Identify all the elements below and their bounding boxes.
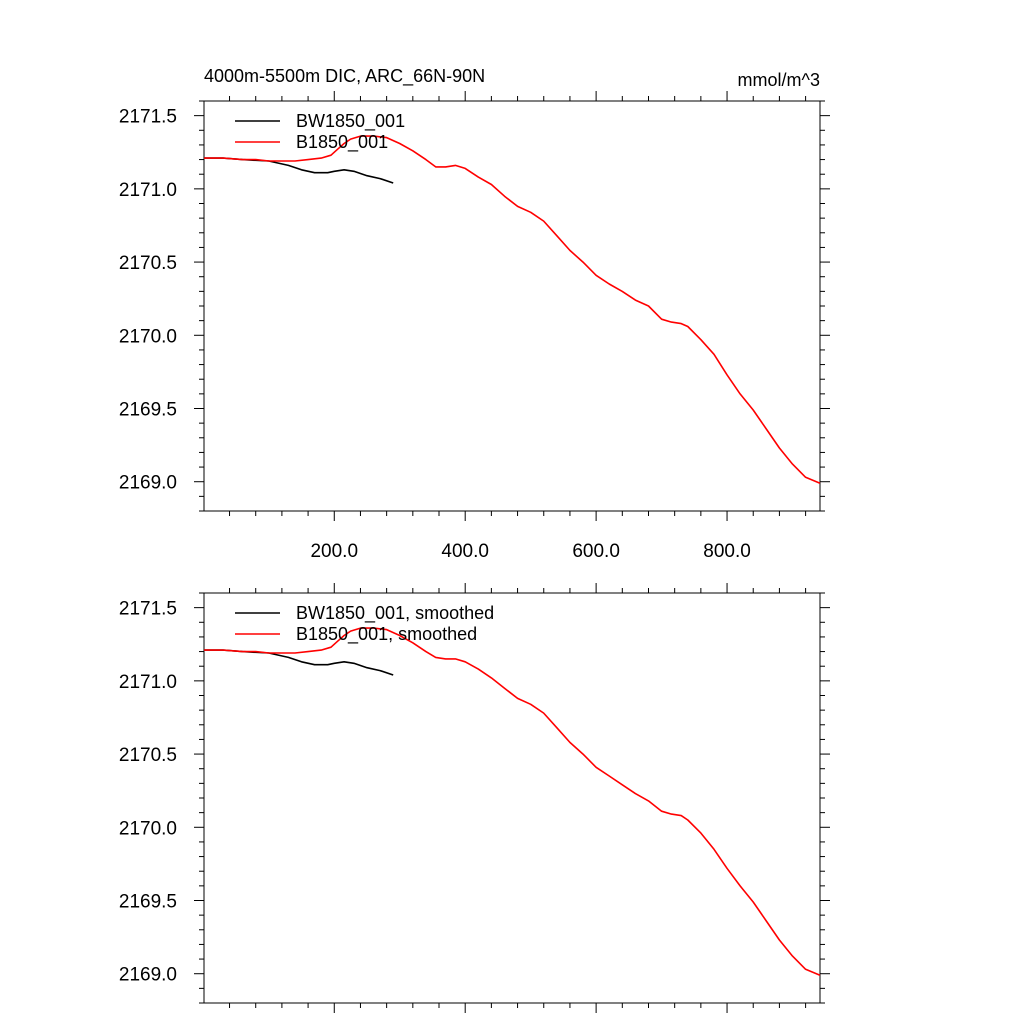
y-tick-label: 2170.0 — [119, 818, 177, 839]
y-tick-label: 2171.5 — [119, 107, 177, 128]
series-line-bw1850 — [204, 649, 394, 676]
chart-title: 4000m-5500m DIC, ARC_66N-90N — [204, 66, 485, 87]
x-tick-label: 600.0 — [572, 541, 620, 562]
x-tick-label: 200.0 — [310, 541, 358, 562]
series-line-b1850 — [204, 627, 821, 976]
y-tick-label: 2170.0 — [119, 326, 177, 347]
plot-frame — [203, 592, 821, 1004]
y-tick-label: 2171.0 — [119, 180, 177, 201]
legend-label: B1850_001 — [296, 132, 388, 153]
series-line-bw1850 — [204, 157, 394, 184]
legend-label: B1850_001, smoothed — [296, 624, 477, 645]
top-panel: 200.0 400.0 600.0 800.0 2169.0 2169.5 2170.0 21… — [119, 91, 830, 562]
series-line-b1850 — [204, 135, 821, 484]
y-tick-label: 2169.0 — [119, 965, 177, 986]
x-tick-label: 800.0 — [703, 541, 751, 562]
plot-frame — [203, 100, 821, 512]
y-tick-label: 2171.0 — [119, 672, 177, 693]
units-label: mmol/m^3 — [738, 70, 820, 90]
y-tick-label: 2169.5 — [119, 892, 177, 913]
y-tick-label: 2170.5 — [119, 745, 177, 766]
x-tick-label: 400.0 — [441, 541, 489, 562]
y-tick-label: 2169.0 — [119, 473, 177, 494]
bottom-panel: 2169.0 2169.5 2170.0 2170.5 2171.0 2171.5 BW18… — [119, 583, 830, 1013]
legend-label: BW1850_001, smoothed — [296, 603, 494, 624]
legend-label: BW1850_001 — [296, 111, 405, 132]
y-tick-label: 2170.5 — [119, 253, 177, 274]
y-tick-label: 2171.5 — [119, 599, 177, 620]
y-tick-label: 2169.5 — [119, 400, 177, 421]
